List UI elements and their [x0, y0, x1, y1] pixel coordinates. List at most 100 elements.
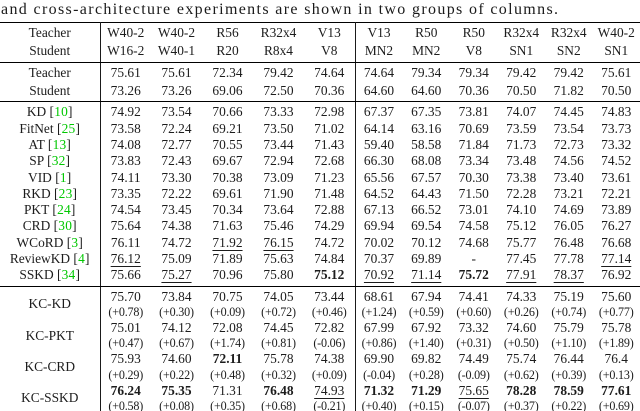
row-label-cell: AT [13]: [0, 136, 101, 154]
arch-name: SN1: [604, 42, 629, 58]
kc-value: 74.60: [151, 351, 202, 367]
table-cell: 58.58: [403, 137, 451, 153]
arch-name: R50: [462, 25, 485, 40]
kc-value: 76.4: [593, 351, 640, 367]
delta-value: (+0.28): [408, 367, 444, 382]
arch-name: R32x4: [550, 25, 587, 40]
table-cell: 79.34: [450, 62, 498, 82]
table-cell: 67.57: [403, 170, 451, 186]
cell-value: 75.09: [161, 251, 192, 267]
row-label-cell: VID [1]: [0, 169, 101, 186]
table-cell: 69.61: [202, 186, 253, 202]
cell-value: 68.61: [363, 288, 395, 304]
kc-delta: (+0.60): [450, 305, 498, 320]
citation-link[interactable]: [10]: [50, 104, 73, 119]
cite-bracket: [: [52, 202, 58, 218]
cell-value: 72.22: [161, 185, 192, 201]
row-label-cell: ReviewKD [4]: [0, 251, 101, 268]
cell-value: 64.60: [411, 82, 442, 98]
cite-number: 30: [58, 218, 73, 234]
kc-value: 78.28: [498, 383, 546, 399]
table-cell: 72.28: [498, 186, 546, 202]
table-cell: 71.89: [202, 251, 253, 267]
kc-delta: (+0.69): [593, 399, 640, 411]
method-label: CRD: [22, 218, 51, 234]
cell-value: 73.32: [601, 136, 632, 152]
kc-delta: (+0.09): [202, 305, 253, 320]
cell-value: 76.11: [110, 234, 141, 250]
table-cell: 70.36: [450, 81, 498, 103]
table-cell: 73.64: [253, 202, 304, 218]
citation-link[interactable]: [3]: [67, 235, 83, 250]
cell-value: 75.12: [314, 267, 345, 283]
row-label-cell: Teacher: [0, 22, 101, 43]
cell-value: 70.66: [212, 104, 243, 120]
delta-value: (+0.46): [311, 304, 347, 319]
arch-cell: R32x4: [253, 23, 304, 43]
cell-value: 74.45: [553, 104, 584, 120]
delta-value: (+0.29): [108, 367, 144, 382]
table-cell: 75.60 (+0.77): [593, 286, 640, 320]
kc-value: 75.65: [450, 383, 498, 399]
table-cell: 70.69: [450, 121, 498, 137]
table-cell: 64.52: [355, 186, 403, 202]
table-cell: -: [450, 251, 498, 267]
method-row: KD [10] 74.92 73.54 70.66 73.33 72.98 67.37 67.…: [0, 101, 640, 121]
kc-delta: (+0.29): [101, 368, 152, 383]
table-cell: 73.54: [545, 121, 593, 137]
cite-bracket: ]: [78, 234, 83, 250]
cell-value: 72.43: [161, 153, 192, 169]
cite-number: 25: [61, 120, 76, 136]
kc-delta: (-0.06): [304, 336, 354, 351]
citation-link[interactable]: [34]: [57, 267, 80, 282]
cell-value: 75.46: [263, 218, 294, 234]
kc-delta: (+0.08): [151, 399, 202, 411]
cell-value: 74.41: [458, 288, 489, 304]
arch-cell: V8: [304, 42, 356, 63]
delta-value: (+0.47): [108, 336, 144, 351]
cell-value: 75.12: [506, 218, 537, 234]
arch-cell: W40-1: [151, 42, 202, 63]
table-cell: 63.16: [403, 121, 451, 137]
cell-value: 74.38: [161, 218, 192, 234]
cell-value: 71.92: [212, 234, 243, 250]
citation-link[interactable]: [30]: [54, 218, 77, 233]
table-cell: 73.89: [593, 202, 640, 218]
citation-link[interactable]: [23]: [54, 186, 77, 201]
cell-value: 74.60: [161, 351, 192, 367]
kc-value: 74.93: [304, 383, 354, 399]
kc-delta: (+0.68): [253, 399, 304, 411]
table-cell: 74.45: [545, 102, 593, 121]
cell-value: 73.21: [553, 185, 584, 201]
citation-link[interactable]: [32]: [47, 153, 70, 168]
cell-value: 73.33: [263, 104, 294, 120]
kc-delta: (+0.47): [101, 336, 152, 351]
citation-link[interactable]: [24]: [52, 202, 75, 217]
arch-name: V8: [465, 42, 482, 58]
citation-link[interactable]: [13]: [48, 137, 71, 152]
kc-value: 74.60: [498, 320, 546, 336]
table-cell: 74.69: [545, 202, 593, 218]
kc-delta: (+0.46): [304, 304, 354, 320]
delta-value: (+0.78): [108, 304, 144, 319]
row-label-cell: PKT [24]: [0, 202, 101, 219]
table-cell: 74.68: [450, 235, 498, 251]
citation-link[interactable]: [4]: [73, 251, 89, 266]
table-cell: 68.61 (+1.24): [355, 286, 403, 320]
table-cell: 74.64: [304, 62, 356, 82]
cell-value: 73.45: [161, 202, 192, 218]
cite-number: 13: [52, 136, 67, 152]
table-cell: 64.43: [403, 186, 451, 202]
cite-number: 10: [54, 104, 68, 120]
cell-value: 70.75: [212, 288, 243, 304]
citation-link[interactable]: [25]: [57, 121, 80, 136]
citation-link[interactable]: [1]: [55, 170, 71, 185]
cite-bracket: [: [56, 267, 62, 283]
method-label: WCoRD: [16, 234, 64, 250]
cell-value: 69.94: [363, 218, 395, 234]
arch-cell: MN2: [355, 42, 403, 63]
cell-value: 75.70: [110, 288, 141, 304]
table-cell: 75.27: [151, 267, 202, 287]
cite-bracket: [: [47, 153, 52, 169]
table-cell: 71.31 (+0.35): [202, 383, 253, 411]
